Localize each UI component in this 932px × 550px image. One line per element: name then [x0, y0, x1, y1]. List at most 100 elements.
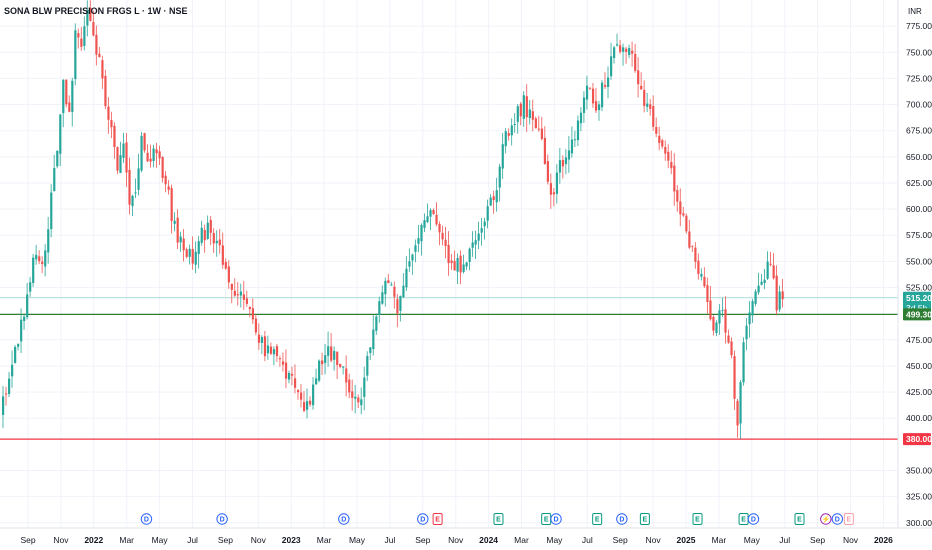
earnings-event-icon[interactable]: E	[541, 513, 552, 525]
dividend-event-icon[interactable]: D	[831, 513, 844, 525]
candle-body	[68, 102, 71, 112]
y-tick-label: 650.00	[906, 152, 932, 162]
svg-text:E: E	[595, 517, 600, 524]
candle-body	[450, 260, 453, 264]
candle-body	[426, 216, 429, 223]
svg-text:E: E	[544, 517, 549, 524]
candle-body	[20, 319, 23, 342]
candle-body	[224, 261, 227, 269]
candle-body	[625, 48, 628, 52]
earnings-event-icon[interactable]: E	[794, 513, 805, 525]
dividend-event-icon[interactable]: D	[140, 513, 153, 525]
x-tick-label: 2024	[479, 535, 498, 545]
candle-body	[260, 336, 264, 343]
candle-body	[540, 128, 543, 139]
earnings-event-icon[interactable]: E	[432, 513, 443, 525]
candle-body	[721, 309, 724, 311]
dividend-event-icon[interactable]: D	[747, 513, 760, 525]
svg-text:E: E	[741, 517, 746, 524]
candle-body	[525, 96, 528, 118]
x-tick-label: Mar	[712, 535, 727, 545]
candle-body	[303, 402, 306, 411]
split-event-icon[interactable]: ⚡	[820, 513, 832, 525]
svg-text:E: E	[643, 517, 648, 524]
candle-body	[74, 30, 77, 80]
y-tick-label: 400.00	[906, 413, 932, 423]
earnings-event-icon[interactable]: E	[592, 513, 603, 525]
earnings-event-icon[interactable]: E	[843, 513, 854, 525]
candle-body	[191, 248, 194, 264]
candle-body	[62, 79, 65, 114]
time-axis[interactable]: Sep Nov 2022 Mar May Jul Sep Nov 2023 Mar May Jul Se…	[20, 535, 893, 545]
current-price-value: 515.20	[906, 293, 932, 303]
earnings-event-icon[interactable]: E	[738, 513, 749, 525]
svg-text:E: E	[435, 517, 440, 524]
candle-body	[465, 262, 468, 267]
candle-body	[278, 358, 282, 360]
svg-text:D: D	[619, 517, 624, 524]
candle-body	[122, 143, 125, 158]
candle-body	[92, 22, 95, 36]
candle-body	[89, 7, 92, 21]
candle-body	[703, 276, 706, 287]
horizontal-levels[interactable]	[0, 297, 898, 440]
candle-body	[688, 231, 691, 248]
candle-body	[522, 95, 525, 119]
dividend-event-icon[interactable]: D	[550, 513, 562, 525]
currency-label[interactable]: INR	[908, 7, 922, 16]
candle-body	[363, 377, 366, 397]
candle-body	[212, 233, 215, 244]
candle-body	[281, 361, 285, 365]
price-axis[interactable]: 775.00 750.00 725.00 700.00 675.00 650.00 625.…	[906, 21, 932, 528]
candle-body	[128, 169, 131, 205]
candle-body	[369, 347, 372, 353]
candle-body	[32, 257, 35, 283]
candle-body	[396, 299, 399, 314]
dividend-event-icon[interactable]: D	[338, 513, 350, 525]
candle-body	[745, 325, 748, 340]
candle-body	[423, 220, 426, 228]
candle-body	[71, 80, 74, 113]
candle-body	[700, 273, 703, 277]
candle-body	[679, 201, 682, 215]
candle-body	[336, 351, 339, 365]
candle-body	[185, 249, 188, 257]
x-tick-label: 2022	[84, 535, 103, 545]
candle-body	[546, 161, 550, 182]
current-price-badge	[903, 291, 931, 314]
dividend-event-icon[interactable]: D	[417, 513, 429, 525]
candle-body	[50, 192, 53, 230]
candle-body	[616, 44, 619, 46]
svg-text:D: D	[341, 517, 346, 524]
support-price-value: 499.30	[906, 309, 932, 319]
earnings-event-icon[interactable]: E	[493, 513, 504, 525]
candle-body	[227, 266, 230, 283]
dividend-event-icon[interactable]: D	[216, 513, 228, 525]
candle-body	[384, 280, 387, 295]
candle-body	[604, 85, 607, 87]
event-markers[interactable]: D D D D E E E D E D E E E D E ⚡ D E	[140, 513, 854, 525]
candle-body	[77, 33, 80, 38]
candle-body	[215, 240, 218, 244]
candle-body	[582, 97, 586, 113]
candle-body	[751, 301, 754, 316]
candle-body	[2, 396, 5, 415]
y-tick-label: 775.00	[906, 21, 932, 31]
candle-body	[26, 294, 29, 318]
earnings-event-icon[interactable]: E	[639, 513, 650, 525]
candle-body	[613, 47, 616, 59]
candle-body	[315, 378, 318, 385]
dividend-event-icon[interactable]: D	[616, 513, 628, 525]
candle-body	[691, 245, 694, 247]
candle-body	[742, 342, 745, 383]
support-price-badge	[903, 308, 931, 321]
candle-body	[667, 151, 670, 161]
candle-body	[405, 268, 408, 288]
candle-body	[685, 215, 688, 232]
earnings-event-icon[interactable]: E	[692, 513, 703, 525]
candle-body	[257, 334, 261, 343]
x-tick-label: Mar	[317, 535, 332, 545]
candle-body	[591, 88, 595, 104]
